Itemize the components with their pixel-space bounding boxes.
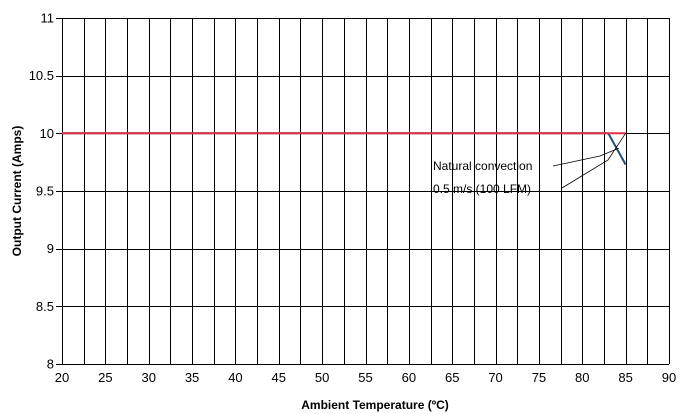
x-tick-label: 55 xyxy=(358,370,372,385)
x-tick-label: 45 xyxy=(272,370,286,385)
y-tick-label: 8 xyxy=(47,357,54,372)
annotation-leader xyxy=(552,147,619,167)
x-tick-label: 75 xyxy=(532,370,546,385)
x-tick-label: 85 xyxy=(618,370,632,385)
x-tick-label: 25 xyxy=(98,370,112,385)
annotation-leader xyxy=(561,133,626,189)
y-tick-label: 11 xyxy=(41,11,55,26)
y-tick-labels: 8 8.5 9 9.5 10 10.5 11 xyxy=(29,11,54,372)
x-tick-label: 70 xyxy=(488,370,502,385)
x-axis-title: Ambient Temperature (ºC) xyxy=(301,398,449,412)
x-tick-label: 65 xyxy=(445,370,459,385)
y-axis-title: Output Current (Amps) xyxy=(10,126,24,257)
y-tick-label: 9.5 xyxy=(36,184,54,199)
x-tick-label: 20 xyxy=(55,370,69,385)
x-tick-label: 40 xyxy=(228,370,242,385)
annotations: Natural convection 0.5 m/s (100 LFM) xyxy=(433,133,626,196)
y-tick-label: 9 xyxy=(47,241,54,256)
y-gridlines xyxy=(56,18,669,365)
x-tick-label: 30 xyxy=(141,370,155,385)
series-lines xyxy=(62,132,627,165)
x-tick-label: 90 xyxy=(662,370,676,385)
x-tick-label: 60 xyxy=(402,370,416,385)
y-tick-label: 8.5 xyxy=(36,299,54,314)
annotation-label: Natural convection xyxy=(433,159,532,173)
annotation-label: 0.5 m/s (100 LFM) xyxy=(433,182,531,196)
y-tick-label: 10.5 xyxy=(29,68,54,83)
y-tick-label: 10 xyxy=(40,126,54,141)
x-tick-label: 35 xyxy=(185,370,199,385)
x-tick-label: 50 xyxy=(315,370,329,385)
series-line-0 xyxy=(62,132,627,165)
x-tick-label: 80 xyxy=(575,370,589,385)
x-tick-labels: 20 25 30 35 40 45 50 55 60 65 70 75 80 85 90 xyxy=(55,370,676,385)
